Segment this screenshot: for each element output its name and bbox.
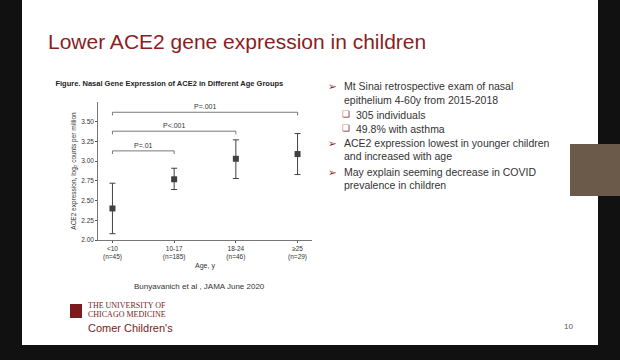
html-text:May explain seeming decrease i: May explain seeming decrease in COVID pr… <box>344 165 536 192</box>
svg-text:10-17(n=185): 10-17(n=185) <box>163 245 186 261</box>
svg-text:3.00: 3.00 <box>81 157 94 164</box>
svg-text:ACE2 expression, log₂ counts p: ACE2 expression, log₂ counts per million <box>70 112 78 230</box>
svg-text:≥25(n=29): ≥25(n=29) <box>288 245 307 261</box>
svg-text:P=.01: P=.01 <box>134 142 153 149</box>
svg-text:P=.001: P=.001 <box>194 103 216 110</box>
svg-text:3.25: 3.25 <box>81 138 94 145</box>
html-text:305 individuals: 305 individuals <box>356 109 426 122</box>
html-text:Mt Sinai retrospective exam of: Mt Sinai retrospective exam of nasal epi… <box>344 80 514 106</box>
svg-text:Figure. Nasal Gene Expression: Figure. Nasal Gene Expression of ACE2 in… <box>55 79 283 88</box>
html-text:ACE2 expression lowest in youn: ACE2 expression lowest in younger childr… <box>344 136 550 163</box>
html-text:10: 10 <box>564 322 573 331</box>
svg-text:3.50: 3.50 <box>81 118 94 125</box>
svg-text:P<.001: P<.001 <box>163 122 185 129</box>
html-text:Comer Children's: Comer Children's <box>88 322 173 334</box>
html-text:THE UNIVERSITY OF: THE UNIVERSITY OF <box>88 301 166 310</box>
html-text:Lower ACE2 gene expression in: Lower ACE2 gene expression in children <box>48 30 427 53</box>
html-text:CHICAGO MEDICINE: CHICAGO MEDICINE <box>88 309 166 319</box>
svg-text:2.25: 2.25 <box>81 217 94 224</box>
svg-text:2.50: 2.50 <box>81 197 94 204</box>
svg-text:2.75: 2.75 <box>81 177 94 184</box>
svg-text:18-24(n=46): 18-24(n=46) <box>226 245 245 261</box>
svg-text:<10(n=45): <10(n=45) <box>103 245 122 261</box>
svg-text:2.00: 2.00 <box>81 236 94 243</box>
html-text:Bunyavanich et al , JAMA June: Bunyavanich et al , JAMA June 2020 <box>134 282 265 291</box>
html-text:49.8% with asthma: 49.8% with asthma <box>356 122 445 135</box>
svg-text:Age, y: Age, y <box>195 262 215 270</box>
